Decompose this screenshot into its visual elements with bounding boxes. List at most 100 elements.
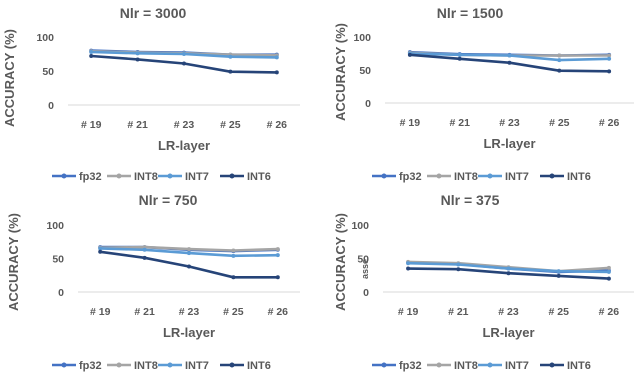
legend-marker-fp32 bbox=[381, 173, 387, 179]
data-point-int7 bbox=[274, 55, 279, 60]
x-tick-label: # 26 bbox=[599, 117, 620, 129]
chart-panel-2: Nlr = 1500 0 50 100 # 19 # 21 # 23 # 25 # 26 LR-l… bbox=[333, 5, 634, 183]
data-point-int8 bbox=[231, 248, 236, 253]
y-tick-label: 50 bbox=[52, 254, 64, 266]
data-point-int7 bbox=[456, 262, 461, 267]
legend: fp32 INT8 INT7 INT6 bbox=[372, 360, 591, 372]
data-point-int7 bbox=[506, 266, 511, 271]
legend-marker-fp32 bbox=[61, 173, 67, 179]
data-point-int6 bbox=[556, 273, 561, 278]
data-point-int8 bbox=[557, 53, 562, 58]
legend-label-int8: INT8 bbox=[454, 171, 478, 183]
data-point-int7 bbox=[142, 247, 147, 252]
chart-panel-3: Nlr = 750 0 50 100 # 19 # 21 # 23 # 25 # 26 LR-la… bbox=[6, 192, 300, 372]
legend: fp32 INT8 INT7 INT6 bbox=[52, 171, 271, 183]
data-point-int7 bbox=[187, 251, 191, 256]
legend-label-int6: INT6 bbox=[567, 171, 591, 183]
legend-marker-int8 bbox=[436, 173, 442, 179]
legend-marker-int7 bbox=[487, 173, 493, 179]
data-point-int6 bbox=[506, 271, 511, 276]
data-point-int6 bbox=[187, 264, 191, 269]
chart-title: Nlr = 3000 bbox=[120, 5, 187, 21]
data-point-int6 bbox=[457, 56, 462, 61]
legend-marker-fp32 bbox=[381, 362, 387, 368]
y-tick-label: 50 bbox=[357, 254, 369, 266]
data-point-int6 bbox=[557, 68, 562, 73]
data-point-int7 bbox=[457, 52, 462, 57]
data-point-int7 bbox=[98, 246, 103, 251]
chart-title: Nlr = 375 bbox=[441, 192, 500, 208]
data-point-int6 bbox=[275, 275, 280, 280]
x-tick-label: # 19 bbox=[398, 306, 419, 318]
y-axis-title: ACCURACY (%) bbox=[333, 23, 348, 121]
legend-label-fp32: fp32 bbox=[79, 360, 102, 372]
data-point-int6 bbox=[98, 249, 103, 254]
y-tick-label: 100 bbox=[353, 32, 371, 44]
axis-note: asse bbox=[360, 259, 370, 279]
data-point-int6 bbox=[182, 61, 186, 66]
x-tick-label: # 25 bbox=[549, 117, 570, 129]
legend-marker-int6 bbox=[229, 173, 235, 179]
legend-label-int6: INT6 bbox=[247, 360, 271, 372]
x-tick-label: # 26 bbox=[268, 306, 289, 318]
legend-label-fp32: fp32 bbox=[399, 360, 422, 372]
data-point-int6 bbox=[507, 60, 512, 65]
data-point-int6 bbox=[274, 70, 279, 75]
legend-marker-int8 bbox=[116, 173, 122, 179]
y-tick-label: 0 bbox=[48, 100, 54, 112]
data-point-int7 bbox=[507, 53, 512, 58]
data-point-int8 bbox=[607, 53, 612, 58]
legend-label-int7: INT7 bbox=[185, 360, 209, 372]
legend: fp32 INT8 INT7 INT6 bbox=[52, 360, 271, 372]
y-axis-title: ACCURACY (%) bbox=[333, 213, 348, 311]
legend-marker-int6 bbox=[549, 362, 555, 368]
data-point-int7 bbox=[275, 253, 280, 258]
chart-title: Nlr = 750 bbox=[139, 192, 198, 208]
data-point-int7 bbox=[556, 269, 561, 274]
legend-marker-int8 bbox=[436, 362, 442, 368]
x-tick-label: # 25 bbox=[220, 119, 241, 131]
legend-marker-fp32 bbox=[61, 362, 67, 368]
data-point-int8 bbox=[187, 247, 191, 252]
data-point-int7 bbox=[406, 261, 411, 266]
legend-label-int8: INT8 bbox=[134, 171, 158, 183]
y-tick-label: 100 bbox=[351, 220, 369, 232]
y-tick-label: 100 bbox=[36, 32, 54, 44]
x-tick-label: # 23 bbox=[179, 306, 200, 318]
x-tick-label: # 19 bbox=[90, 306, 111, 318]
x-tick-label: # 25 bbox=[223, 306, 244, 318]
x-axis-title: LR-layer bbox=[483, 136, 535, 151]
chart-panel-1: Nlr = 3000 0 50 100 # 19 # 21 # 23 # 25 # 26 LR-l… bbox=[2, 5, 300, 183]
y-tick-label: 50 bbox=[359, 65, 371, 77]
data-point-int6 bbox=[135, 57, 140, 62]
data-point-int6 bbox=[231, 275, 236, 280]
legend-label-int6: INT6 bbox=[247, 171, 271, 183]
data-point-int6 bbox=[407, 52, 412, 57]
x-axis-title: LR-layer bbox=[482, 325, 534, 340]
data-point-int6 bbox=[228, 69, 233, 74]
data-point-int7 bbox=[231, 253, 236, 258]
data-point-int6 bbox=[607, 69, 612, 74]
data-point-int7 bbox=[135, 51, 140, 56]
chart-panel-4: Nlr = 375 0 50 100 # 19 # 21 # 23 # 25 # 26 LR-la… bbox=[333, 192, 634, 372]
data-point-int7 bbox=[228, 54, 233, 59]
legend-marker-int7 bbox=[167, 173, 173, 179]
legend-marker-int7 bbox=[487, 362, 493, 368]
data-point-int7 bbox=[607, 56, 612, 61]
data-point-int8 bbox=[275, 247, 280, 252]
legend-marker-int7 bbox=[167, 362, 173, 368]
legend-label-fp32: fp32 bbox=[79, 171, 102, 183]
data-point-int6 bbox=[142, 255, 147, 260]
x-axis-title: LR-layer bbox=[158, 138, 210, 153]
data-point-int7 bbox=[182, 52, 186, 56]
data-point-int6 bbox=[606, 276, 611, 281]
data-point-int7 bbox=[557, 58, 562, 63]
x-tick-label: # 21 bbox=[449, 117, 470, 129]
legend: fp32 INT8 INT7 INT6 bbox=[372, 171, 591, 183]
data-point-int7 bbox=[606, 269, 611, 274]
legend-label-int7: INT7 bbox=[505, 171, 529, 183]
y-tick-label: 0 bbox=[58, 287, 64, 299]
legend-label-int7: INT7 bbox=[505, 360, 529, 372]
data-point-int6 bbox=[89, 54, 94, 59]
